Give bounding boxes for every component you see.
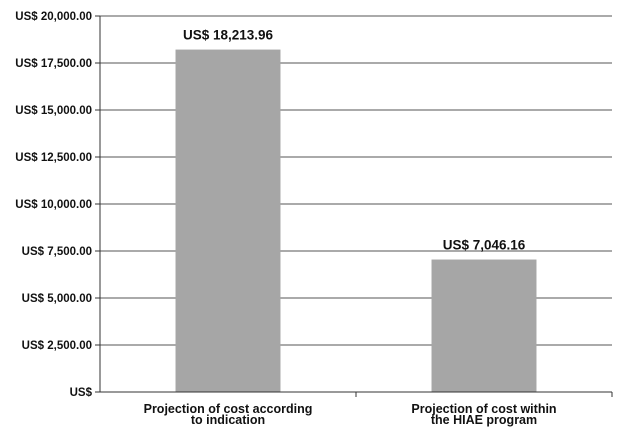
bar-value-label: US$ 18,213.96 (183, 28, 274, 43)
bar (431, 259, 537, 392)
bar (175, 49, 281, 393)
y-tick-label: US$ 17,500.00 (15, 58, 92, 70)
y-tick-label: US$ 12,500.00 (15, 152, 92, 164)
y-tick-label: US$ 15,000.00 (15, 105, 92, 117)
x-category-label: Projection of cost according (144, 402, 313, 416)
y-tick-label: US$ 5,000.00 (22, 293, 92, 305)
y-tick-label: US$ (70, 387, 93, 399)
x-category-label: Projection of cost within (411, 402, 556, 416)
bars (175, 49, 537, 393)
y-tick-label: US$ 10,000.00 (15, 199, 92, 211)
y-tick-label: US$ 7,500.00 (22, 246, 92, 258)
bar-value-label: US$ 7,046.16 (443, 238, 526, 253)
labels: US$ US$ 2,500.00 US$ 5,000.00 US$ 7,500.00 U… (15, 11, 556, 427)
x-category-label: the HIAE program (431, 413, 537, 427)
x-category-label: to indication (191, 413, 265, 427)
y-tick-label: US$ 2,500.00 (22, 340, 92, 352)
axes (95, 15, 613, 397)
y-tick-label: US$ 20,000.00 (15, 11, 92, 23)
